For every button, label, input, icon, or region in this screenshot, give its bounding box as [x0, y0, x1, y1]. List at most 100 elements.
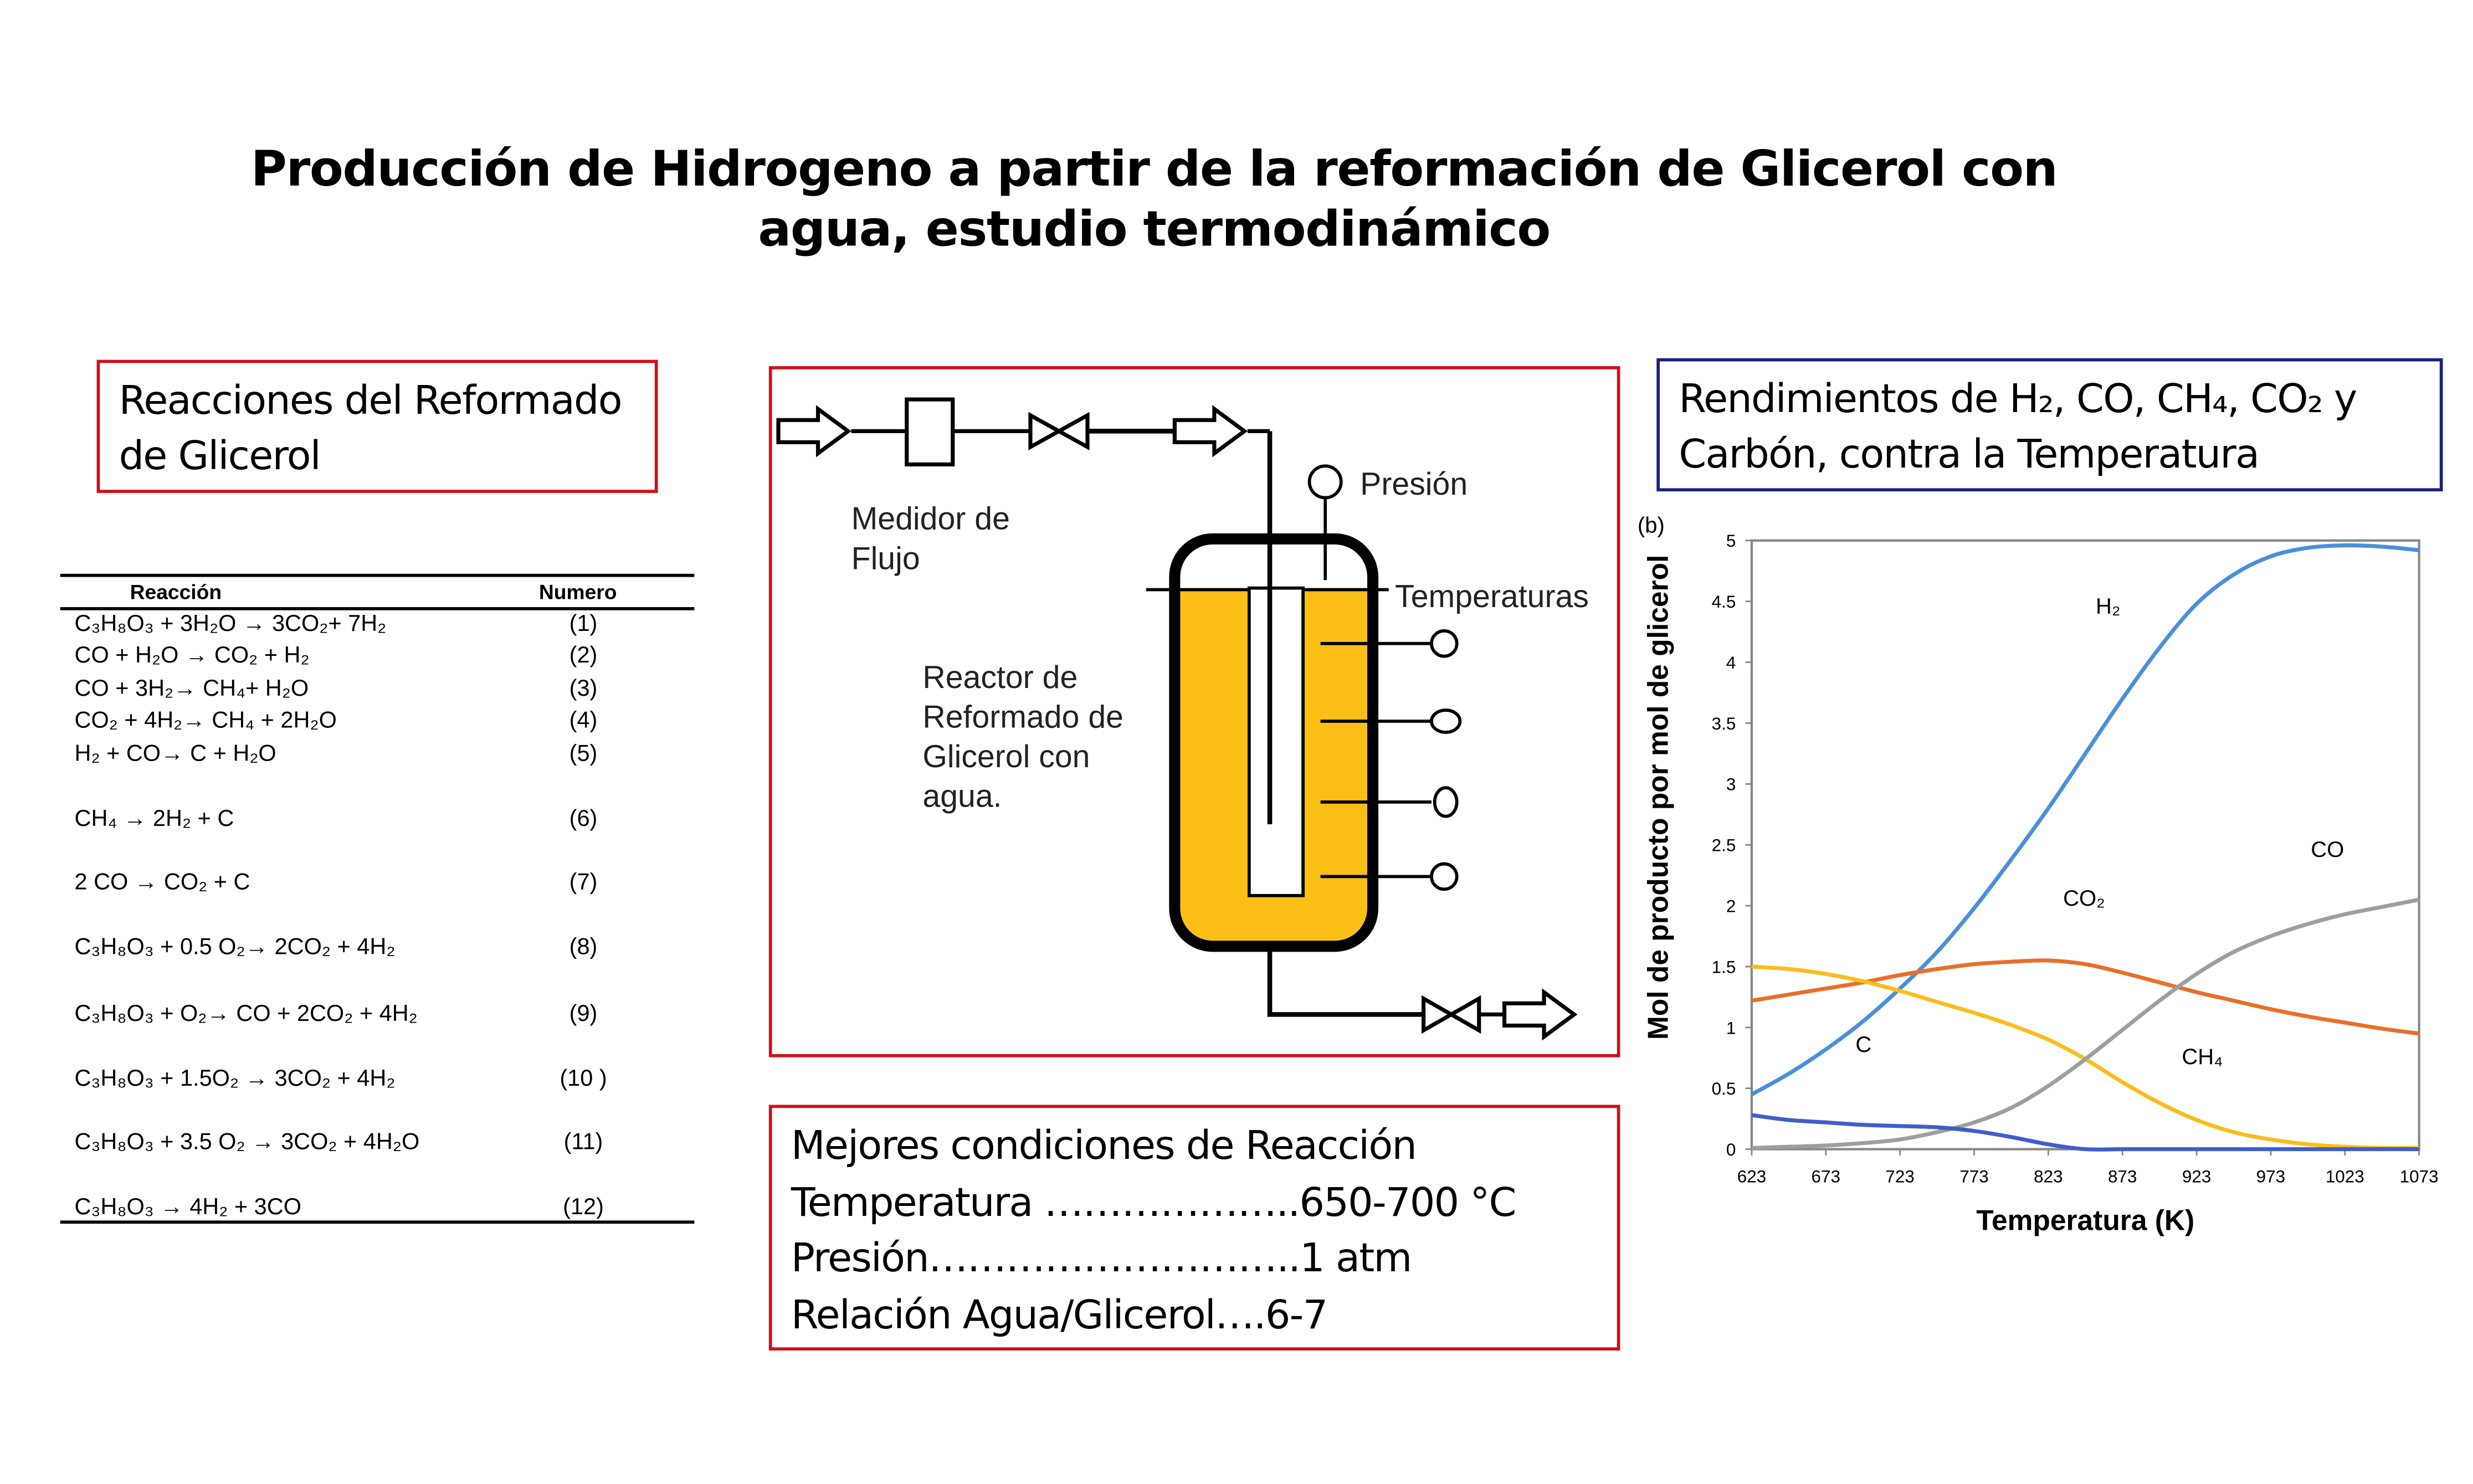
reaction-number: (6) — [569, 807, 598, 833]
outlet-arrow-icon — [1502, 988, 1578, 1041]
reaction-number: (12) — [563, 1195, 604, 1221]
reaction-formula: C₃H₈O₃ → 4H₂ + 3CO — [74, 1195, 301, 1221]
chart-heading-line-2: Carbón, contra la Temperatura — [1679, 431, 2260, 477]
reaction-formula: C₃H₈O₃ + 0.5 O₂→ 2CO₂ + 4H₂ — [74, 935, 396, 961]
x-tick-label: 673 — [1812, 1167, 1841, 1187]
reaction-number: (11) — [563, 1130, 603, 1156]
reaction-formula: C₃H₈O₃ + O₂→ CO + 2CO₂ + 4H₂ — [74, 1002, 418, 1028]
y-tick-label: 2.5 — [1712, 836, 1736, 855]
reaction-formula: CO + 3H₂→ CH₄+ H₂O — [74, 676, 309, 702]
panel-label: (b) — [1638, 513, 1665, 537]
title-line-1: Producción de Hidrogeno a partir de la r… — [250, 141, 2058, 198]
thermowell — [1248, 586, 1305, 897]
curve-label: CO — [2311, 838, 2344, 862]
y-tick-label: 4 — [1726, 653, 1736, 672]
reaction-formula: CH₄ → 2H₂ + C — [74, 807, 234, 833]
reaction-number: (3) — [569, 676, 598, 702]
reaction-number: (8) — [569, 935, 598, 961]
y-tick-label: 0 — [1726, 1140, 1736, 1159]
series-line-0 — [1751, 543, 2419, 1096]
series-line-3 — [1751, 897, 2420, 1150]
slide-title: Producción de Hidrogeno a partir de la r… — [158, 140, 2149, 260]
y-axis-title: Mol de producto por mol de glicerol — [1641, 555, 1674, 1040]
series-line-4 — [1751, 1113, 2419, 1152]
reaction-formula: C₃H₈O₃ + 1.5O₂ → 3CO₂ + 4H₂ — [74, 1066, 396, 1092]
condition-temperature: Temperatura ………………..650-700 °C — [791, 1178, 1517, 1225]
table-row: C₃H₈O₃ + 3H₂O → 3CO₂+ 7H₂ (1) — [60, 609, 695, 640]
feed-arrow-icon — [1172, 405, 1248, 458]
reaction-number: (5) — [569, 742, 598, 767]
y-tick-label: 2 — [1726, 897, 1736, 916]
reaction-number: (1) — [569, 612, 598, 638]
x-tick-label: 823 — [2034, 1167, 2063, 1187]
thermocouple-icon — [1430, 629, 1459, 658]
outlet-valve-icon — [1422, 995, 1481, 1034]
table-header: Reacción Numero — [60, 573, 695, 610]
reactor-label: agua. — [922, 779, 1002, 814]
reaction-number: (10 ) — [560, 1066, 607, 1092]
reaction-formula: C₃H₈O₃ + 3H₂O → 3CO₂+ 7H₂ — [74, 612, 387, 638]
flow-meter-label: Medidor de — [851, 501, 1010, 537]
x-tick-label: 873 — [2108, 1167, 2137, 1187]
x-tick-label: 973 — [2256, 1167, 2286, 1187]
y-tick-label: 3.5 — [1712, 714, 1736, 733]
y-tick-label: 1.5 — [1712, 957, 1736, 977]
table-row: C₃H₈O₃ + 3.5 O₂ → 3CO₂ + 4H₂O (11) — [60, 1127, 695, 1159]
y-tick-label: 3 — [1726, 775, 1736, 794]
flow-meter-label: Flujo — [851, 541, 920, 576]
thermocouple-icon — [1430, 862, 1459, 891]
x-tick-label: 1023 — [2326, 1167, 2364, 1187]
reactions-table: Reacción Numero C₃H₈O₃ + 3H₂O → 3CO₂+ 7H… — [60, 573, 695, 1224]
thermocouple-icon — [1433, 786, 1459, 818]
reaction-formula: 2 CO → CO₂ + C — [74, 870, 250, 896]
condition-pressure: Presión………………………..1 atm — [791, 1235, 1412, 1281]
reaction-formula: C₃H₈O₃ + 3.5 O₂ → 3CO₂ + 4H₂O — [74, 1130, 420, 1156]
thermocouples — [1320, 629, 1462, 891]
table-row: 2 CO → CO₂ + C (7) — [60, 867, 695, 898]
curve-label: C — [1855, 1033, 1871, 1057]
y-tick-label: 0.5 — [1712, 1079, 1736, 1098]
reaction-formula: H₂ + CO→ C + H₂O — [74, 742, 276, 767]
x-tick-label: 773 — [1959, 1167, 1989, 1187]
table-row: CH₄ → 2H₂ + C (6) — [60, 804, 695, 835]
header-reaction: Reacción — [130, 580, 222, 604]
pressure-label: Presión — [1360, 466, 1468, 502]
reaction-number: (9) — [569, 1002, 598, 1028]
table-row: CO + 3H₂→ CH₄+ H₂O (3) — [60, 674, 695, 705]
x-tick-label: 923 — [2182, 1167, 2212, 1187]
curve-label: CH₄ — [2182, 1045, 2223, 1069]
reactions-heading-line-2: de Glicerol — [119, 433, 321, 479]
x-tick-label: 623 — [1737, 1167, 1767, 1187]
curve-label: H₂ — [2096, 594, 2120, 619]
y-tick-label: 1 — [1726, 1018, 1736, 1038]
reaction-formula: CO₂ + 4H₂→ CH₄ + 2H₂O — [74, 708, 337, 734]
flow-meter — [905, 397, 955, 466]
table-row: C₃H₈O₃ → 4H₂ + 3CO (12) — [60, 1192, 695, 1224]
yield-chart: (b) 0 0.5 1 1.5 2 2.5 3 3.5 4 4.5 5 623 673 723 773 823 8… — [1638, 513, 2439, 1236]
inlet-valve-icon — [1028, 412, 1090, 451]
thermocouple-icon — [1430, 708, 1462, 734]
x-tick-label: 723 — [1885, 1167, 1915, 1187]
title-line-2: agua, estudio termodinámico — [758, 201, 1551, 259]
reactor-diagram-box: Medidor de Flujo Presión Temperaturas Re… — [768, 366, 1620, 1057]
best-conditions-box: Mejores condiciones de Reacción Temperat… — [768, 1105, 1620, 1351]
reactor-label: Reactor de — [922, 660, 1078, 695]
reactions-heading-line-1: Reacciones del Reformado — [119, 377, 623, 424]
pressure-gauge-icon — [1307, 464, 1343, 500]
reaction-formula: CO + H₂O → CO₂ + H₂ — [74, 643, 310, 669]
reaction-number: (4) — [569, 708, 598, 734]
table-row: CO₂ + 4H₂→ CH₄ + 2H₂O (4) — [60, 705, 695, 737]
conditions-title: Mejores condiciones de Reacción — [791, 1122, 1417, 1168]
inlet-arrow-icon — [776, 405, 851, 458]
table-row: CO + H₂O → CO₂ + H₂ (2) — [60, 640, 695, 672]
table-bottom-rule — [60, 1220, 695, 1224]
reactor-label: Glicerol con — [922, 739, 1090, 774]
reaction-number: (7) — [569, 870, 598, 896]
table-row: C₃H₈O₃ + 1.5O₂ → 3CO₂ + 4H₂ (10 ) — [60, 1064, 695, 1095]
x-axis-title: Temperatura (K) — [1976, 1204, 2194, 1236]
chart-heading-box: Rendimientos de H₂, CO, CH₄, CO₂ y Carbó… — [1656, 358, 2443, 492]
series-line-1 — [1751, 958, 2420, 1036]
table-row: C₃H₈O₃ + O₂→ CO + 2CO₂ + 4H₂ (9) — [60, 999, 695, 1030]
x-tick-label: 1073 — [2400, 1167, 2439, 1187]
